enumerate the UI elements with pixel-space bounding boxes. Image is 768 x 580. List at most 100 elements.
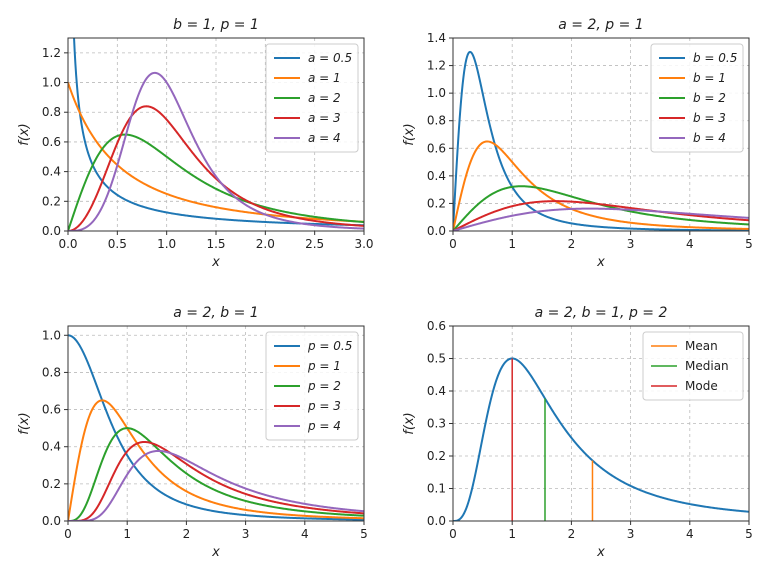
- y-tick-label: 0.4: [427, 384, 446, 398]
- legend-label: Mean: [685, 339, 718, 353]
- y-tick-label: 1.0: [42, 328, 61, 342]
- y-tick-label: 0.4: [42, 165, 61, 179]
- plot-area: [453, 357, 749, 521]
- x-axis-label: x: [211, 255, 220, 270]
- x-tick-label: 5: [745, 237, 753, 251]
- y-axis-label: f(x): [17, 412, 32, 434]
- x-tick-label: 4: [686, 237, 694, 251]
- legend: a = 0.5 a = 1 a = 2 a = 3 a = 4: [265, 43, 359, 153]
- plot-area: [453, 50, 749, 231]
- subplot-4: 0 1 2 3 4 5 0.0 0.1 0.2 0.3 0.4 0.5 0.6 a = 2, b = 1,…: [402, 305, 753, 560]
- x-tick-label: 3: [242, 527, 250, 541]
- x-tick-label: 5: [360, 527, 368, 541]
- subplot-title: a = 2, p = 1: [558, 17, 643, 33]
- series-line-3: [68, 427, 364, 521]
- x-axis-label: x: [596, 545, 605, 560]
- series-line-5: [453, 207, 749, 231]
- y-tick-label: 0.6: [427, 319, 446, 333]
- y-tick-label: 1.2: [427, 59, 446, 73]
- subplot-title: a = 2, b = 1, p = 2: [535, 305, 668, 321]
- x-axis-label: x: [596, 255, 605, 270]
- x-tick-label: 0: [449, 527, 457, 541]
- axes-frame: [67, 325, 365, 522]
- x-tick-label: 2: [568, 237, 576, 251]
- series-line-2: [453, 140, 749, 231]
- x-tick-label: 1.0: [157, 237, 176, 251]
- x-tick-label: 2.0: [256, 237, 275, 251]
- y-axis-label: f(x): [402, 123, 417, 145]
- series-line-2: [68, 399, 364, 521]
- y-tick-label: 0.4: [427, 169, 446, 183]
- y-tick-label: 0.6: [42, 403, 61, 417]
- legend-label: a = 4: [308, 131, 341, 145]
- legend: Mean Median Mode: [642, 331, 744, 401]
- x-axis-label: x: [211, 545, 220, 560]
- y-tick-label: 0.8: [42, 105, 61, 119]
- y-tick-label: 0.8: [42, 365, 61, 379]
- x-tick-label: 4: [301, 527, 309, 541]
- y-tick-label: 0.8: [427, 114, 446, 128]
- legend-box: [265, 331, 359, 441]
- legend-label: a = 0.5: [308, 51, 352, 65]
- x-tick-label: 1.5: [206, 237, 225, 251]
- x-tick-label: 1: [123, 527, 131, 541]
- x-tick-label: 1: [508, 237, 516, 251]
- y-tick-label: 0.2: [42, 477, 61, 491]
- legend-box: [642, 331, 744, 401]
- legend-label: p = 1: [307, 359, 341, 373]
- legend-label: b = 2: [693, 91, 726, 105]
- y-tick-label: 0.3: [427, 417, 446, 431]
- series-line-1: [453, 357, 749, 521]
- series-line-1: [453, 50, 749, 231]
- series-line-1: [68, 334, 364, 521]
- legend-label: b = 4: [693, 131, 726, 145]
- axes-frame: [452, 325, 750, 522]
- legend-label: p = 2: [307, 379, 341, 393]
- subplot-title: b = 1, p = 1: [173, 17, 259, 33]
- x-tick-label: 5: [745, 527, 753, 541]
- x-tick-label: 4: [686, 527, 694, 541]
- y-tick-label: 0.0: [42, 224, 61, 238]
- legend-label: Median: [685, 359, 729, 373]
- x-tick-label: 0: [449, 237, 457, 251]
- series-line-3: [68, 133, 364, 231]
- axes-frame: [67, 37, 365, 232]
- legend-label: a = 1: [308, 71, 341, 85]
- y-tick-label: 1.0: [42, 76, 61, 90]
- y-tick-label: 0.0: [427, 514, 446, 528]
- x-tick-label: 3.0: [354, 237, 373, 251]
- series-line-5: [68, 71, 364, 231]
- series-line-1: [73, 38, 364, 227]
- legend-label: b = 1: [693, 71, 726, 85]
- legend-box: [265, 43, 359, 153]
- y-tick-label: 0.4: [42, 440, 61, 454]
- y-tick-label: 1.4: [427, 31, 446, 45]
- y-tick-label: 0.2: [427, 196, 446, 210]
- x-tick-label: 2: [568, 527, 576, 541]
- subplot-2: 0 1 2 3 4 5 0.0 0.2 0.4 0.6 0.8 1.0 1.2 1.4 a = 2, p =…: [402, 17, 753, 270]
- series-line-5: [68, 449, 364, 521]
- plot-area: [68, 334, 364, 521]
- legend-label: p = 0.5: [307, 339, 352, 353]
- subplot-1: 0.0 0.5 1.0 1.5 2.0 2.5 3.0 0.0 0.2 0.4 0.6 0.8 1.0 1…: [17, 17, 374, 270]
- y-axis-label: f(x): [17, 123, 32, 145]
- y-tick-label: 1.2: [42, 46, 61, 60]
- series-line-4: [453, 200, 749, 231]
- x-tick-label: 2: [183, 527, 191, 541]
- y-tick-label: 0.5: [427, 352, 446, 366]
- legend: b = 0.5 b = 1 b = 2 b = 3 b = 4: [650, 43, 744, 153]
- legend-label: b = 3: [693, 111, 726, 125]
- subplot-3: 0 1 2 3 4 5 0.0 0.2 0.4 0.6 0.8 1.0 a = 2, b = 1 x f(x…: [17, 305, 368, 560]
- y-tick-label: 0.0: [42, 514, 61, 528]
- y-tick-label: 0.2: [427, 449, 446, 463]
- y-tick-label: 0.6: [427, 141, 446, 155]
- x-tick-label: 3: [627, 527, 635, 541]
- y-tick-label: 0.0: [427, 224, 446, 238]
- plot-area: [68, 38, 364, 231]
- y-tick-label: 0.1: [427, 482, 446, 496]
- x-tick-label: 0.0: [58, 237, 77, 251]
- legend-label: b = 0.5: [693, 51, 737, 65]
- y-tick-label: 0.6: [42, 135, 61, 149]
- x-tick-label: 1: [508, 527, 516, 541]
